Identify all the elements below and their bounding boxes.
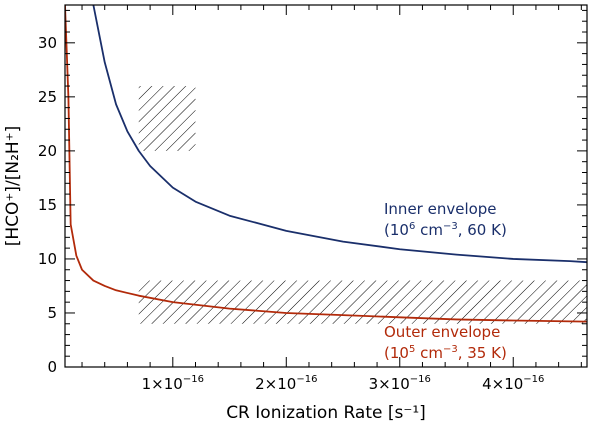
y-tick-label: 15 — [38, 196, 57, 214]
x-tick-label: 1×10−16 — [142, 374, 204, 393]
x-tick-label: 2×10−16 — [255, 374, 317, 393]
annotation-inner-name: Inner envelope — [384, 200, 497, 218]
series-line-inner-envelope — [92, 5, 587, 264]
y-tick-label: 0 — [47, 358, 57, 376]
annotation-inner: Inner envelope (106 cm−3, 60 K) — [384, 200, 507, 239]
annotation-outer-props: (105 cm−3, 35 K) — [384, 344, 507, 362]
y-tick-label: 10 — [38, 250, 57, 268]
y-tick-label: 25 — [38, 88, 57, 106]
x-tick-label: 4×10−16 — [482, 374, 544, 393]
x-axis-title: CR Ionization Rate [s⁻¹] — [226, 403, 426, 423]
annotation-outer-name: Outer envelope — [384, 323, 500, 341]
hatched-regions — [138, 86, 587, 324]
y-tick-label: 20 — [38, 142, 57, 160]
y-tick-label: 5 — [47, 304, 57, 322]
plot-frame — [64, 4, 588, 368]
series-lines — [65, 5, 587, 323]
series-line-outer-envelope — [65, 5, 587, 323]
y-axis: 0 5 10 15 20 25 30 — [38, 9, 587, 376]
y-axis-title: [HCO⁺]/[N₂H⁺] — [3, 126, 23, 247]
hatched-region-1 — [138, 280, 587, 324]
y-tick-label: 30 — [38, 34, 57, 52]
hatched-region-0 — [138, 86, 196, 151]
annotation-outer: Outer envelope (105 cm−3, 35 K) — [384, 323, 507, 362]
x-tick-label: 3×10−16 — [369, 374, 431, 393]
annotation-inner-props: (106 cm−3, 60 K) — [384, 221, 507, 239]
x-axis: 1×10−16 2×10−16 3×10−16 4×10−16 — [81, 5, 582, 393]
